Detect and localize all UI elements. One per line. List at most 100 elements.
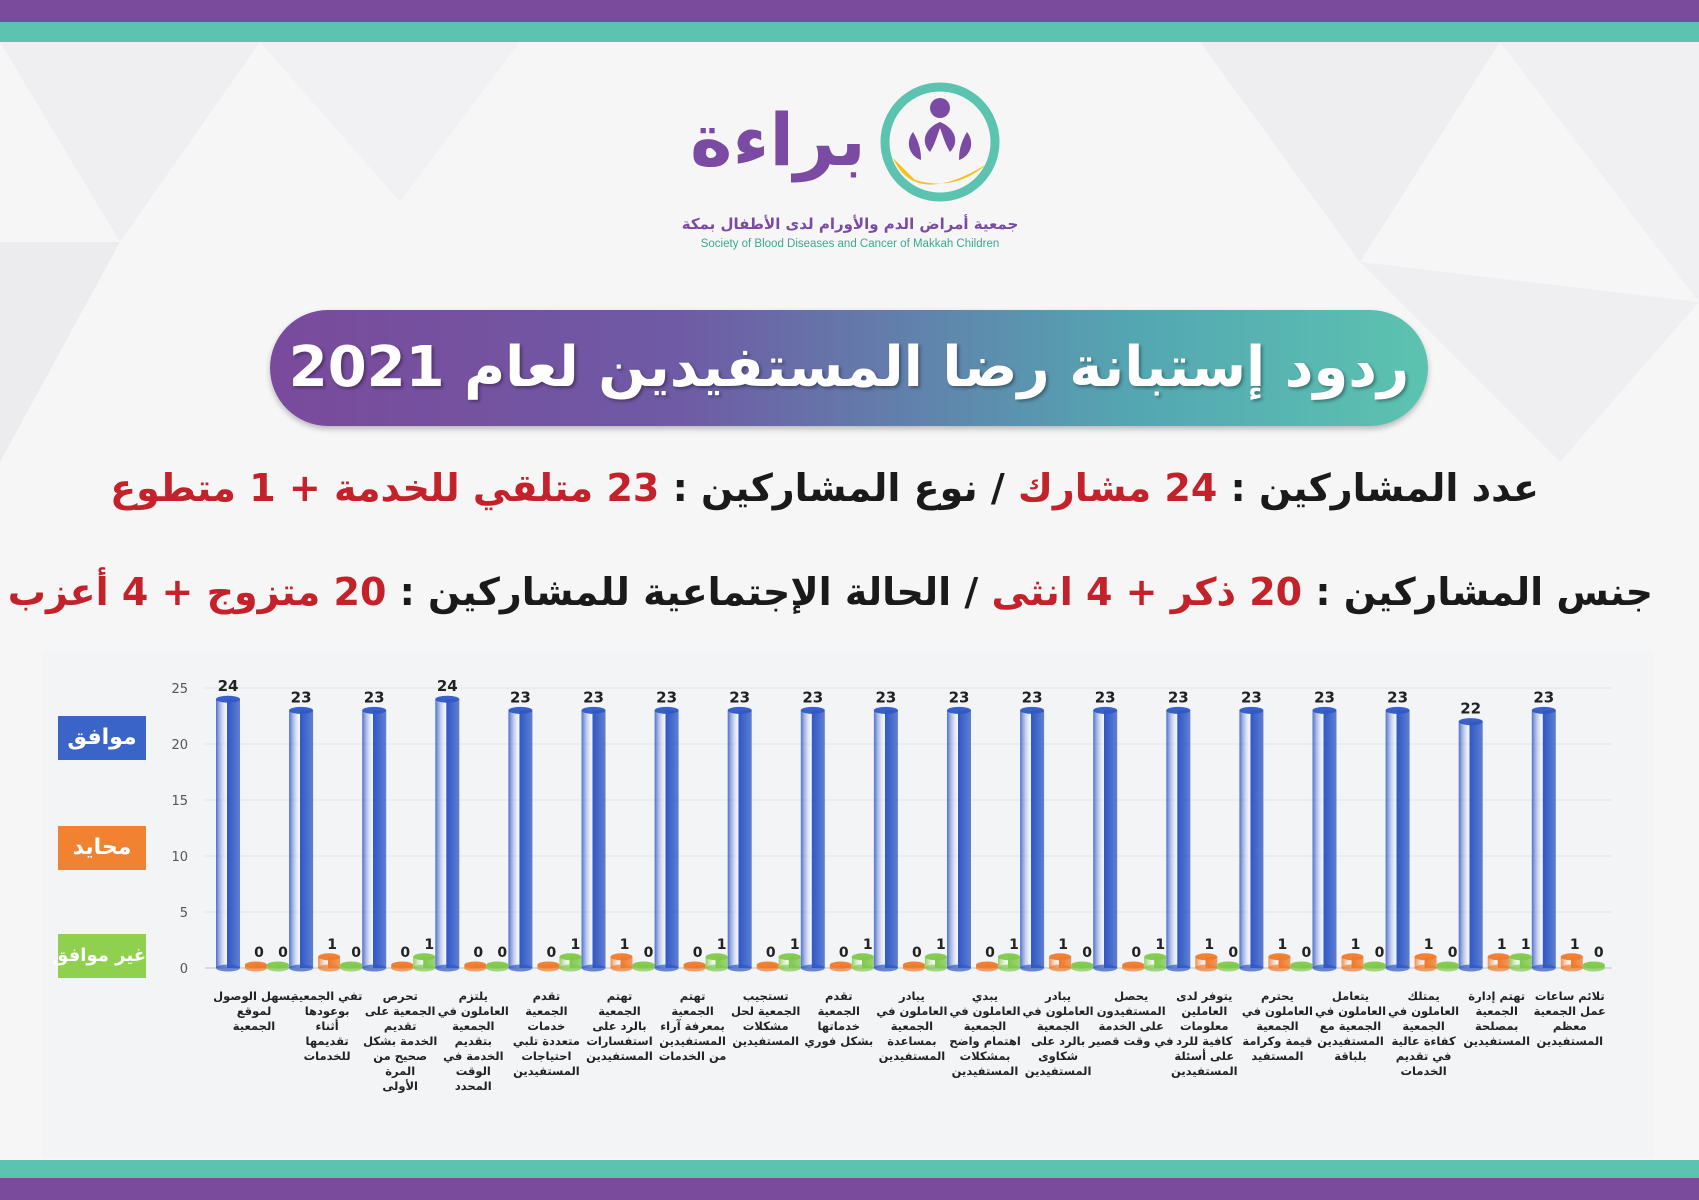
info-separator: / <box>977 466 1005 510</box>
bar-base <box>581 964 606 972</box>
bar-cap <box>1312 706 1337 714</box>
bar-base <box>1122 964 1145 972</box>
x-category-label-line: الخدمة بشكل <box>363 1034 437 1048</box>
bar-neutral <box>1341 956 1364 968</box>
x-category-label-line: المستفيدين <box>952 1064 1019 1078</box>
x-category-label-line: بالرد على <box>1031 1034 1085 1048</box>
bar-base <box>1582 964 1605 972</box>
data-label: 23 <box>802 688 823 706</box>
bar-cap <box>654 706 679 714</box>
info-separator: / <box>951 570 979 614</box>
data-label: 1 <box>1424 937 1434 953</box>
data-label: 1 <box>1497 937 1507 953</box>
x-category-label-line: بالرد على <box>592 1019 646 1033</box>
bar-cap <box>1531 706 1556 714</box>
bar-cap <box>610 953 633 961</box>
x-category-label-line: العاملون في <box>438 1004 509 1019</box>
data-label: 23 <box>1533 688 1554 706</box>
data-label: 1 <box>620 937 630 953</box>
bar-base <box>998 964 1020 972</box>
bar-neutral <box>1268 956 1291 968</box>
data-label: 23 <box>656 688 677 706</box>
x-category-label-line: المستفيدون <box>1097 1004 1166 1019</box>
bar-base <box>727 964 752 972</box>
bar-disagree <box>1509 956 1532 968</box>
x-category-label-line: تقديمها <box>306 1034 349 1048</box>
x-category-label-line: احتياجات <box>521 1049 571 1063</box>
x-category-label: يبدي العاملون في الجمعية اهتمام واضح بمشكلات… <box>949 989 1021 1078</box>
data-label: 24 <box>437 677 458 695</box>
logo-english-name: Society of Blood Diseases and Cancer of … <box>700 238 1000 250</box>
bar-neutral <box>1487 956 1510 968</box>
brand-logo: براءة جمعية أمراض الدم والأورام لدى الأط… <box>680 80 1020 260</box>
data-label: 0 <box>912 945 922 961</box>
x-category-label-line: يمتلك <box>1408 989 1440 1003</box>
bottom-purple-band <box>0 1178 1699 1200</box>
x-category-label-line: تهتم <box>680 989 706 1003</box>
data-label: 0 <box>497 945 507 961</box>
info-count-label: عدد المشاركين : <box>1230 466 1539 510</box>
bar-cap <box>1385 706 1410 714</box>
bar-cap <box>318 953 341 961</box>
bar-base <box>1093 964 1118 972</box>
x-category-label: يمتلك العاملون في الجمعية كفاءة عالية في تقد… <box>1388 989 1459 1078</box>
data-label: 0 <box>547 945 557 961</box>
bar-base <box>1385 964 1410 972</box>
bar-agree <box>1020 710 1045 968</box>
x-category-label-line: المستفيدين <box>1171 1064 1238 1078</box>
y-tick-label: 10 <box>171 850 188 865</box>
bar-cap <box>1195 953 1218 961</box>
x-category-label-line: الجمعية <box>598 1004 640 1018</box>
bar-agree <box>1531 710 1556 968</box>
info-type-value: 23 متلقي للخدمة + 1 متطوع <box>110 466 660 510</box>
info-marital-value: 20 متزوج + 4 أعزب <box>7 570 387 614</box>
bar-cap <box>216 695 240 703</box>
bar-agree <box>1312 710 1337 968</box>
x-category-label-line: المستفيدين <box>732 1034 799 1048</box>
data-label: 23 <box>875 688 896 706</box>
logo-wordmark: براءة <box>690 98 866 182</box>
x-category-label-line: العاملون في <box>1023 1004 1094 1019</box>
bar-cap <box>705 953 728 961</box>
x-category-label-line: المستفيدين <box>659 1034 726 1048</box>
info-marital-label: الحالة الإجتماعية للمشاركين : <box>399 570 952 614</box>
x-category-label-line: الجمعية <box>818 1004 860 1018</box>
bar-base <box>705 964 728 972</box>
bar-cap <box>1239 706 1264 714</box>
x-category-label-line: الجمعية <box>964 1019 1006 1033</box>
bar-cap <box>873 706 898 714</box>
x-category-label-line: العاملين <box>1181 1004 1227 1018</box>
x-category-label: تهتم إدارة الجمعية بمصلحة المستفيدين <box>1463 989 1530 1048</box>
data-label: 23 <box>949 688 970 706</box>
bar-cap <box>1093 706 1118 714</box>
bar-base <box>486 964 509 972</box>
data-label: 1 <box>1351 937 1361 953</box>
x-category-label-line: الجمعية <box>1475 1004 1517 1018</box>
info-line-demographics: جنس المشاركين : 20 ذكر + 4 انثى / الحالة… <box>8 570 1653 614</box>
x-category-label: تقدم الجمعية خدمات متعددة تلبي احتياجات المست… <box>513 989 580 1078</box>
x-category-label-line: يبدي <box>972 989 998 1003</box>
bar-base <box>1458 964 1483 972</box>
x-category-label-line: تستجيب <box>743 989 789 1003</box>
x-category-label-line: تهتم إدارة <box>1468 989 1525 1003</box>
bar-base <box>683 964 706 972</box>
x-category-label-line: تفي الجمعية <box>292 989 363 1003</box>
bar-base <box>924 964 947 972</box>
data-label: 1 <box>863 937 873 953</box>
x-category-label-line: الجمعية <box>525 1004 567 1018</box>
x-category-label-line: المستفيدين <box>1025 1064 1092 1078</box>
x-category-label-line: الجمعية <box>452 1019 494 1033</box>
x-category-label-line: يتوفر لدى <box>1176 989 1232 1004</box>
bar-cap <box>1487 953 1510 961</box>
bar-disagree <box>778 956 801 968</box>
x-category-label-line: خدمات <box>527 1019 565 1033</box>
y-tick-label: 0 <box>180 962 188 977</box>
x-category-label-line: الخدمات <box>1401 1064 1447 1078</box>
x-category-label: تقدم الجمعية خدماتها بشكل فوري <box>804 989 873 1049</box>
top-teal-band <box>0 22 1699 42</box>
bar-neutral <box>1195 956 1218 968</box>
bar-base <box>391 964 414 972</box>
bar-cap <box>362 706 387 714</box>
bar-agree <box>216 699 240 968</box>
bar-cap <box>1341 953 1364 961</box>
